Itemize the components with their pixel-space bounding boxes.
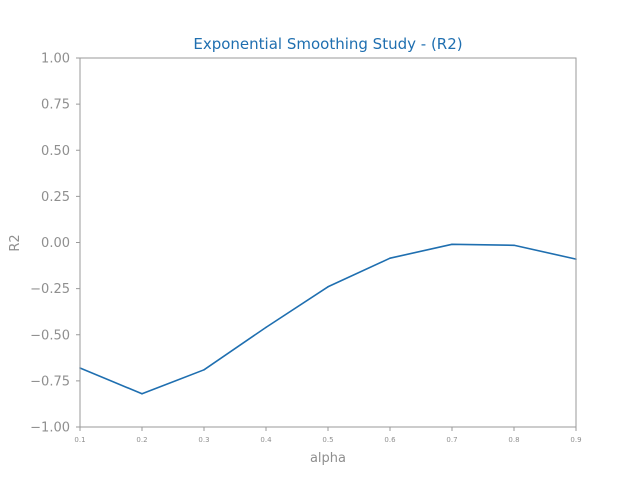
x-axis-label: alpha: [310, 451, 346, 466]
data-point: [141, 392, 143, 395]
x-tick-label: 0.9: [570, 436, 581, 444]
chart-title: Exponential Smoothing Study - (R2): [193, 35, 462, 53]
x-tick-label: 0.6: [384, 436, 396, 444]
y-tick-label: −0.25: [30, 282, 70, 297]
y-tick-label: 0.75: [41, 98, 70, 113]
x-tick-label: 0.1: [74, 436, 85, 444]
series-line: [79, 243, 577, 395]
x-axis-ticks: 0.1 0.2 0.3 0.4 0.5 0.6 0.7 0.8 0.9: [74, 427, 582, 444]
plot-area: [79, 243, 577, 395]
y-tick-label: 0.00: [41, 236, 70, 251]
x-tick-label: 0.4: [260, 436, 272, 444]
data-point: [389, 257, 391, 259]
data-point: [265, 326, 267, 329]
y-tick-label: −0.50: [30, 328, 70, 343]
x-tick-label: 0.8: [508, 436, 519, 444]
y-axis-ticks: −1.00 −0.75 −0.50 −0.25 0.00 0.25 0.50 0.75 1.00: [30, 52, 80, 436]
data-point: [203, 369, 205, 371]
y-tick-label: 1.00: [41, 52, 70, 67]
x-tick-label: 0.3: [198, 436, 209, 444]
x-tick-label: 0.7: [446, 436, 457, 444]
data-point: [513, 244, 515, 247]
x-tick-label: 0.5: [322, 436, 333, 444]
y-axis-label: R2: [8, 234, 23, 251]
y-tick-label: 0.25: [41, 190, 70, 205]
data-point: [451, 243, 453, 246]
y-tick-label: −1.00: [30, 421, 70, 436]
y-tick-label: 0.50: [41, 144, 70, 159]
data-point: [327, 285, 329, 288]
x-tick-label: 0.2: [136, 436, 147, 444]
axes-frame: [79, 57, 577, 428]
y-tick-label: −0.75: [30, 374, 70, 389]
